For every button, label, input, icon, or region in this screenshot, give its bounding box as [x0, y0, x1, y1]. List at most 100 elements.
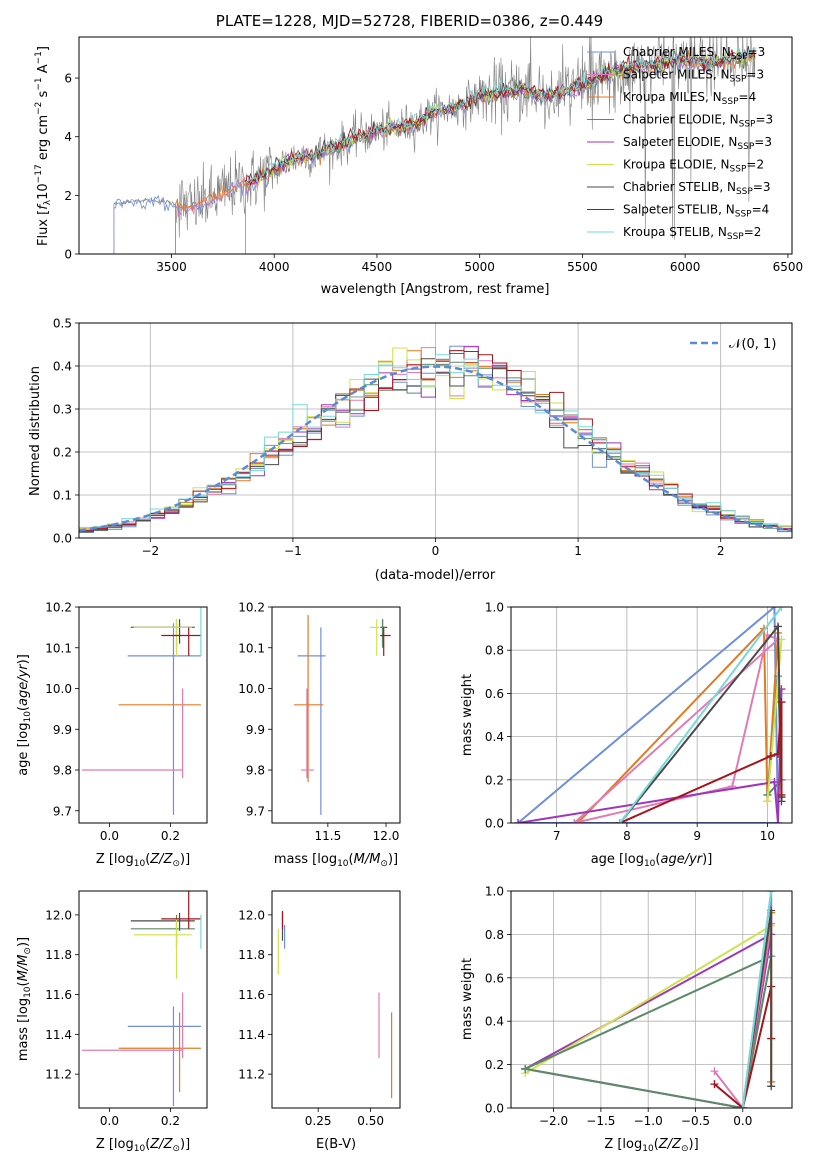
x-tick-label: −1 — [284, 544, 302, 558]
y-tick-label: 11.8 — [45, 948, 72, 962]
legend-label: Chabrier ELODIE, NSSP=3 — [623, 113, 773, 130]
legend-label: Chabrier MILES, NSSP=3 — [623, 45, 765, 62]
y-tick-label: 0.6 — [485, 971, 504, 985]
x-tick-label: 7 — [553, 829, 561, 843]
residuals-panel: −2 −1 0 1 2 0.0 0.1 0.2 0.3 0.4 0.5 𝒩(0, 1) (data-mo… — [28, 317, 793, 583]
spectrum-plot-area — [110, 37, 756, 254]
residuals-plot-area — [79, 345, 792, 535]
y-tick-label: 9.7 — [53, 804, 72, 818]
y-tick-label: 11.4 — [238, 1028, 265, 1042]
spectrum-legend: Chabrier MILES, NSSP=3 Salpeter MILES, NS… — [587, 45, 773, 242]
y-tick-label: 11.8 — [238, 948, 265, 962]
x-axis-label: mass [log10(M/M⊙)] — [274, 852, 398, 869]
weight-marker — [570, 819, 579, 823]
x-tick-label: 3500 — [156, 260, 187, 274]
x-axis-label: wavelength [Angstrom, rest frame] — [321, 282, 550, 297]
legend-label: Salpeter ELODIE, NSSP=3 — [623, 135, 772, 152]
y-tick-label: 6 — [64, 72, 72, 86]
x-tick-label: 4500 — [362, 260, 393, 274]
weight-marker — [770, 607, 779, 611]
x-tick-label: 12.0 — [373, 829, 400, 843]
y-tick-label: 0.5 — [53, 317, 72, 331]
y-tick-label: 9.7 — [246, 804, 265, 818]
y-tick-label: 10.0 — [238, 682, 265, 696]
y-tick-label: 11.6 — [238, 988, 265, 1002]
y-tick-label: 12.0 — [45, 908, 72, 922]
y-tick-label: 10.0 — [45, 682, 72, 696]
legend-label: 𝒩(0, 1) — [729, 337, 776, 352]
y-tick-label: 9.9 — [246, 723, 265, 737]
weight-line — [741, 891, 773, 1108]
x-tick-label: 9 — [693, 829, 701, 843]
y-tick-label: 0.4 — [485, 1015, 504, 1029]
x-axis-label: (data-model)/error — [375, 568, 496, 583]
legend-label: Chabrier STELIB, NSSP=3 — [623, 180, 771, 197]
y-tick-label: 9.8 — [246, 764, 265, 778]
x-tick-label: 10 — [760, 829, 775, 843]
mass_vs_EBV-plot-area — [277, 910, 393, 1099]
y-tick-label: 0.2 — [53, 446, 72, 460]
weight-marker — [514, 819, 523, 823]
y-tick-label: 0.3 — [53, 403, 72, 417]
x-tick-label: 11.5 — [314, 829, 341, 843]
x-tick-label: 4000 — [259, 260, 290, 274]
data-point — [130, 619, 195, 644]
y-tick-label: 0.4 — [485, 730, 504, 744]
weight-marker — [777, 698, 786, 707]
y-tick-label: 0.8 — [485, 928, 504, 942]
legend-label: Kroupa ELODIE, NSSP=2 — [623, 158, 764, 175]
y-tick-label: 0.6 — [485, 687, 504, 701]
mass_vs_EBV-panel: 0.25 0.50 11.2 11.4 11.6 11.8 12.0 — [238, 890, 401, 1128]
data-point — [380, 627, 391, 656]
weight_vs_age-plot-area — [514, 607, 786, 823]
data-point — [82, 688, 184, 779]
x-tick-label: 5500 — [567, 260, 598, 274]
y-tick-label: 11.6 — [45, 988, 72, 1002]
y-tick-label: 0.0 — [485, 1102, 504, 1116]
weight-line — [713, 923, 773, 1108]
weight-marker — [615, 819, 624, 823]
weight-marker — [767, 1082, 776, 1091]
weight-marker — [766, 752, 775, 761]
axes-frame — [510, 890, 793, 1109]
axes-frame — [271, 606, 401, 824]
y-tick-label: 0.2 — [485, 773, 504, 787]
data-point — [127, 623, 201, 815]
model-spectrum-kroupa-stelib — [244, 46, 756, 254]
axes-frame — [271, 890, 401, 1109]
data-point — [82, 992, 184, 1059]
y-tick-label: 11.2 — [45, 1068, 72, 1082]
x-axis-label: age [log10(age/yr)] — [591, 852, 713, 869]
x-tick-label: 0.25 — [305, 1114, 332, 1128]
data-point — [161, 627, 201, 656]
legend-label: Kroupa MILES, NSSP=4 — [623, 90, 756, 107]
weight-marker — [738, 1104, 747, 1108]
model-spectrum-salpeter-miles — [175, 52, 755, 254]
page-title: PLATE=1228, MJD=52728, FIBERID=0386, z=0… — [215, 12, 604, 30]
normal-curve — [79, 365, 792, 532]
y-axis-label: mass weight — [460, 958, 475, 1040]
axes-frame — [510, 606, 793, 824]
y-tick-label: 0.4 — [53, 360, 72, 374]
mass_vs_Z-plot-area — [82, 891, 202, 1107]
y-tick-label: 11.2 — [238, 1068, 265, 1082]
y-axis-label: mass [log10(M/M⊙)] — [16, 937, 33, 1061]
weight-line — [619, 701, 783, 823]
data-point — [369, 619, 380, 656]
weight-marker — [773, 749, 782, 758]
x-tick-label: 0.0 — [100, 1114, 119, 1128]
y-tick-label: 4 — [64, 130, 72, 144]
data-point — [161, 891, 201, 929]
data-point — [118, 1012, 201, 1093]
y-tick-label: 10.2 — [45, 601, 72, 615]
x-tick-label: 8 — [623, 829, 631, 843]
x-tick-label: 1 — [574, 544, 582, 558]
weight-marker — [710, 1067, 719, 1076]
age_vs_Z-panel: 0.0 0.2 9.7 9.8 9.9 10.0 10.1 10.2 Z [log10(Z/Z⊙… — [16, 601, 208, 869]
data-point — [297, 627, 326, 815]
x-tick-label: 2 — [717, 544, 725, 558]
y-tick-label: 0.8 — [485, 644, 504, 658]
data-point — [133, 619, 192, 656]
age_vs_Z-plot-area — [82, 607, 202, 815]
